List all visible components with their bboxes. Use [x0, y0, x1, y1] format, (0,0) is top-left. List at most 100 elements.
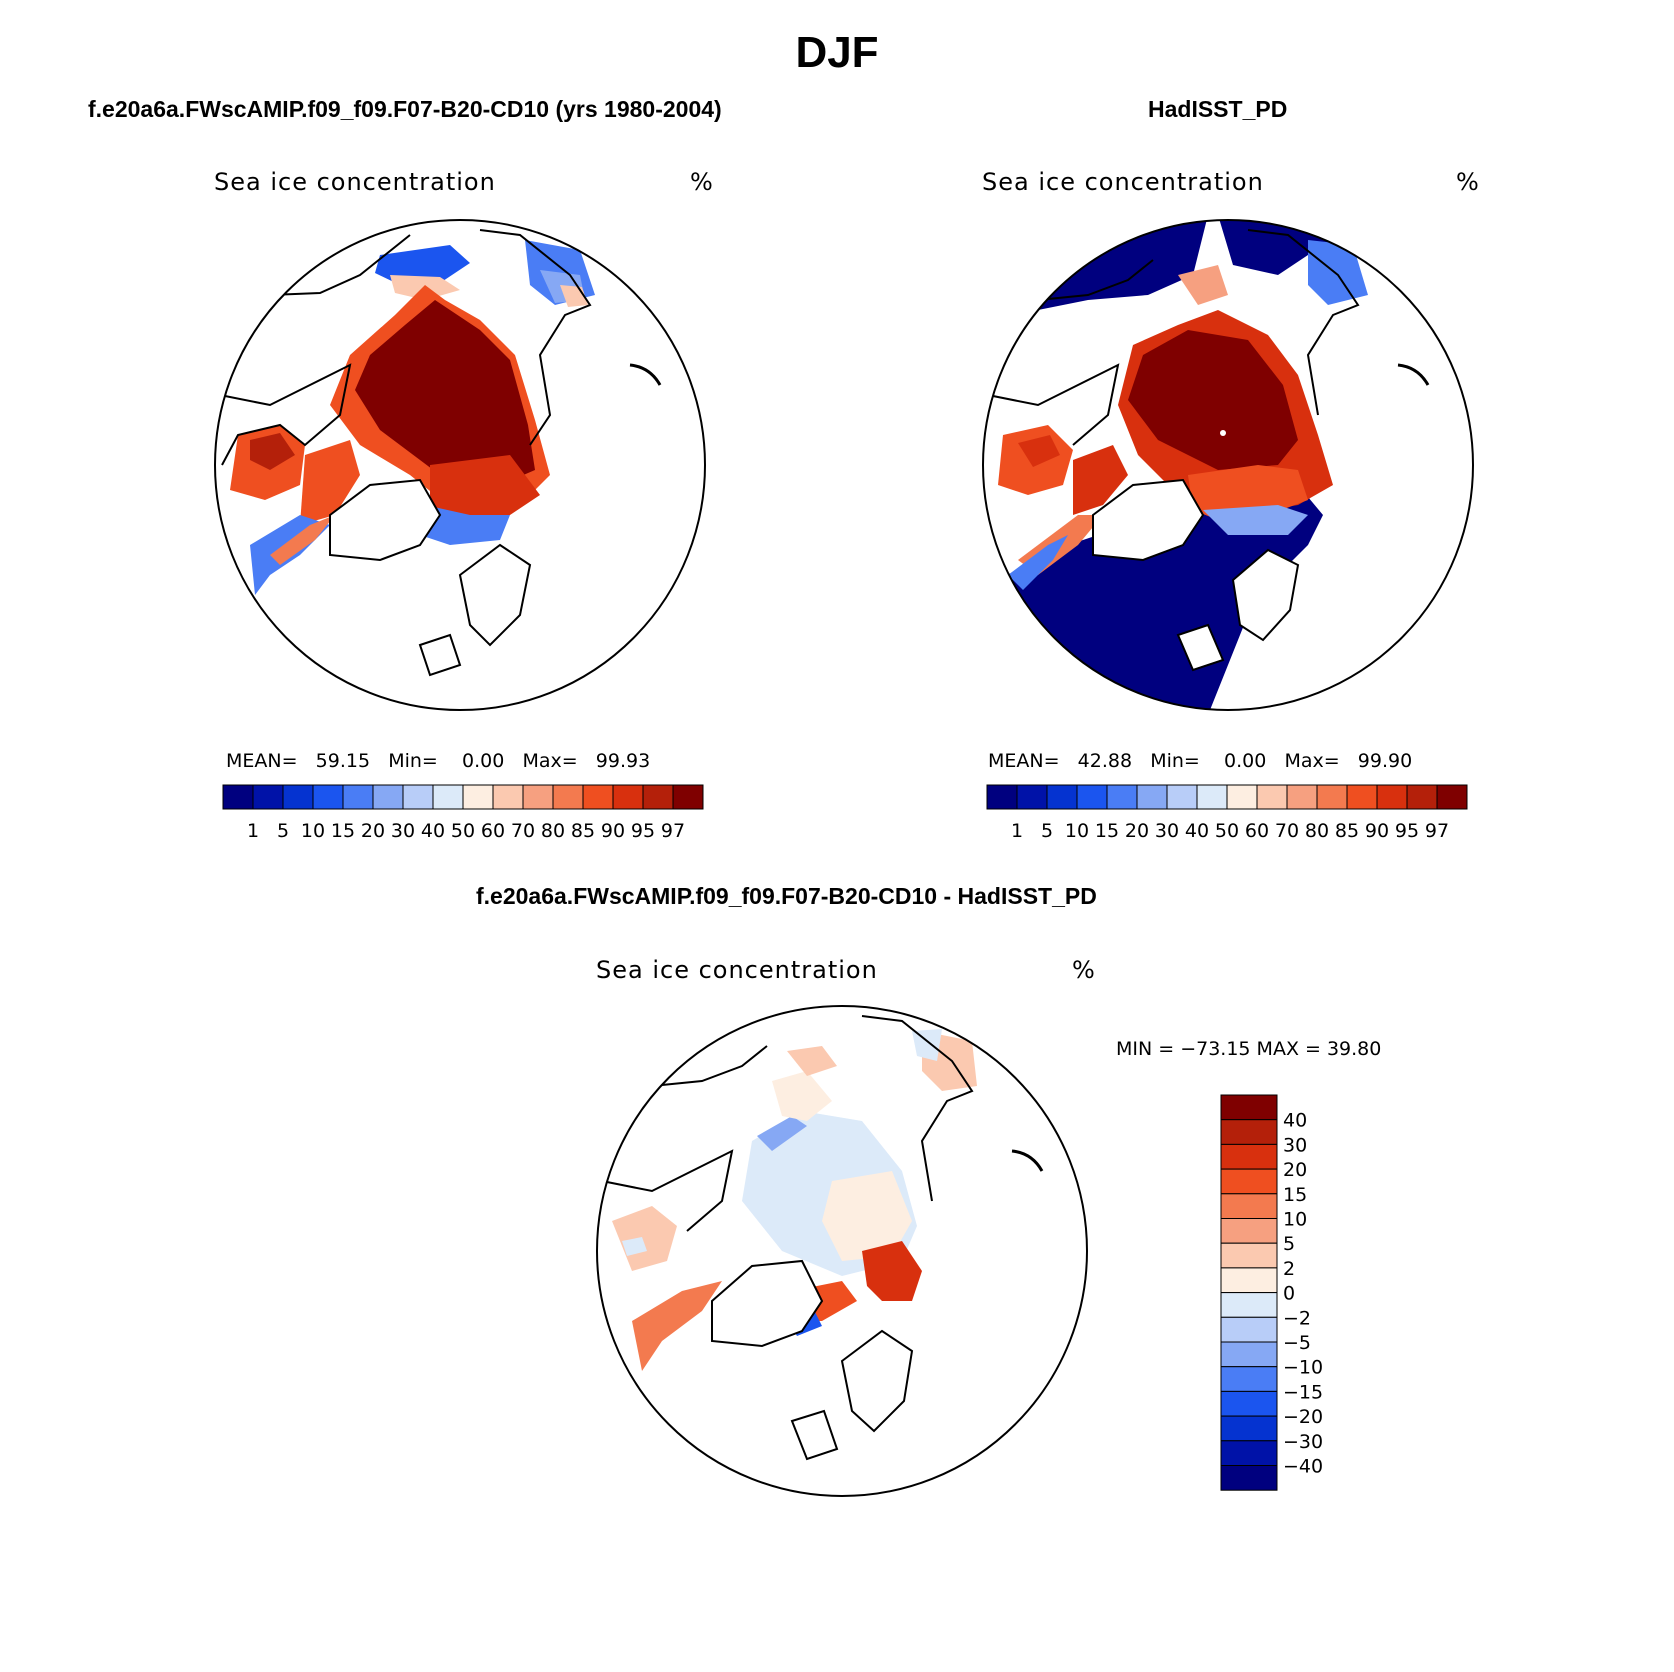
model-units-label: %: [690, 168, 714, 196]
colorbar-swatch: [1286, 784, 1318, 810]
diff-colorbar-swatch: [1220, 1415, 1278, 1442]
obs-units-label: %: [1456, 168, 1480, 196]
diff-colorbar-swatch: [1220, 1218, 1278, 1244]
colorbar-swatch: [642, 784, 674, 810]
diff-colorbar-tick-label: 0: [1283, 1283, 1295, 1305]
colorbar-swatch: [1346, 784, 1378, 810]
diff-colorbar-swatch: [1220, 1292, 1278, 1318]
colorbar-tick-label: 30: [1155, 820, 1179, 842]
colorbar-tick-label: 5: [277, 820, 289, 842]
colorbar-tick-label: 30: [391, 820, 415, 842]
model-variable-label: Sea ice concentration: [214, 168, 496, 196]
colorbar-swatch: [432, 784, 464, 810]
colorbar-tick-label: 80: [541, 820, 565, 842]
colorbar-swatch: [1316, 784, 1348, 810]
diff-colorbar-swatch: [1220, 1465, 1278, 1491]
colorbar-tick-label: 10: [1065, 820, 1089, 842]
diff-labrador-pos: [632, 1281, 722, 1371]
colorbar-tick-label: 40: [1185, 820, 1209, 842]
diff-colorbar-swatch: [1220, 1119, 1278, 1145]
diff-colorbar-tick-label: 30: [1283, 1134, 1307, 1156]
colorbar-swatch: [282, 784, 314, 810]
obs-case-title: HadISST_PD: [1148, 96, 1288, 122]
model-map-border: [214, 219, 706, 711]
colorbar-swatch: [582, 784, 614, 810]
diff-colorbar-tick-label: −10: [1283, 1357, 1323, 1379]
diff-colorbar-tick-label: −15: [1283, 1381, 1323, 1403]
model-arctic-pack: [355, 300, 535, 485]
colorbar-swatch: [1196, 784, 1228, 810]
colorbar-swatch: [1166, 784, 1198, 810]
diff-colorbar-swatch: [1220, 1366, 1278, 1392]
diff-units-label: %: [1072, 956, 1096, 984]
diff-colorbar-tick-label: −30: [1283, 1431, 1323, 1453]
diff-variable-label: Sea ice concentration: [596, 956, 878, 984]
colorbar-swatch: [1376, 784, 1408, 810]
colorbar-swatch: [372, 784, 404, 810]
colorbar-swatch: [1226, 784, 1258, 810]
colorbar-swatch: [1436, 784, 1468, 810]
obs-colorbar: 1 5 10 15 20 30 40 50 60 70 80 85 90 95 97: [986, 784, 1468, 842]
diff-colorbar-tick-label: −2: [1283, 1307, 1311, 1329]
colorbar-swatch: [612, 784, 644, 810]
colorbar-tick-label: 85: [571, 820, 595, 842]
diff-colorbar-tick-label: −5: [1283, 1332, 1311, 1354]
diff-colorbar-tick-label: 40: [1283, 1110, 1307, 1132]
colorbar-tick-label: 97: [661, 820, 685, 842]
diff-barents-pos: [862, 1241, 922, 1301]
colorbar-swatch: [462, 784, 494, 810]
model-stats: MEAN= 59.15 Min= 0.00 Max= 99.93: [226, 750, 651, 772]
obs-stats: MEAN= 42.88 Min= 0.00 Max= 99.90: [988, 750, 1413, 772]
colorbar-tick-label: 80: [1305, 820, 1329, 842]
diff-colorbar-swatch: [1220, 1193, 1278, 1220]
diff-colorbar-tick-label: 10: [1283, 1209, 1307, 1231]
colorbar-swatch: [402, 784, 434, 810]
colorbar-tick-label: 50: [1215, 820, 1239, 842]
diff-colorbar-swatch: [1220, 1242, 1278, 1269]
colorbar-swatch: [1136, 784, 1168, 810]
colorbar-tick-label: 10: [301, 820, 325, 842]
colorbar-tick-label: 1: [1011, 820, 1023, 842]
colorbar-tick-label: 20: [1125, 820, 1149, 842]
colorbar-swatch: [552, 784, 584, 810]
colorbar-swatch: [222, 784, 254, 810]
model-polar-map: [214, 219, 706, 711]
colorbar-tick-label: 5: [1041, 820, 1053, 842]
colorbar-swatch: [986, 784, 1018, 810]
colorbar-swatch: [252, 784, 284, 810]
colorbar-swatch: [1016, 784, 1048, 810]
colorbar-tick-label: 15: [331, 820, 355, 842]
colorbar-tick-label: 90: [1365, 820, 1389, 842]
diff-colorbar-swatch: [1220, 1316, 1278, 1343]
model-colorbar: 1 5 10 15 20 30 40 50 60 70 80 85 90 95 97: [222, 784, 704, 842]
diff-polar-map: [596, 1005, 1088, 1497]
diff-colorbar-swatch: [1220, 1168, 1278, 1195]
colorbar-swatch: [1406, 784, 1438, 810]
colorbar-tick-label: 15: [1095, 820, 1119, 842]
colorbar-swatch: [312, 784, 344, 810]
diff-map-border: [596, 1005, 1088, 1497]
colorbar-swatch: [342, 784, 374, 810]
diff-colorbar-tick-label: 20: [1283, 1159, 1307, 1181]
colorbar-swatch: [522, 784, 554, 810]
colorbar-tick-label: 60: [481, 820, 505, 842]
diff-colorbar-tick-label: −40: [1283, 1456, 1323, 1478]
diff-colorbar-tick-label: −20: [1283, 1406, 1323, 1428]
diff-stats: MIN = −73.15 MAX = 39.80: [1116, 1038, 1382, 1060]
diff-case-title: f.e20a6a.FWscAMIP.f09_f09.F07-B20-CD10 -…: [476, 883, 1097, 909]
colorbar-swatch: [1046, 784, 1078, 810]
diff-colorbar-swatch: [1220, 1390, 1278, 1417]
diff-colorbar-swatch: [1220, 1143, 1278, 1170]
model-case-title: f.e20a6a.FWscAMIP.f09_f09.F07-B20-CD10 (…: [88, 96, 722, 122]
obs-map-border: [982, 219, 1474, 711]
colorbar-tick-label: 40: [421, 820, 445, 842]
model-bering-ice: [375, 245, 470, 285]
obs-arctic-pack: [1128, 330, 1298, 470]
colorbar-swatch: [672, 784, 704, 810]
colorbar-tick-label: 95: [1395, 820, 1419, 842]
diff-colorbar-swatch: [1220, 1094, 1278, 1121]
colorbar-tick-label: 1: [247, 820, 259, 842]
colorbar-tick-label: 70: [511, 820, 535, 842]
diff-colorbar-tick-label: 2: [1283, 1258, 1295, 1280]
colorbar-tick-label: 60: [1245, 820, 1269, 842]
